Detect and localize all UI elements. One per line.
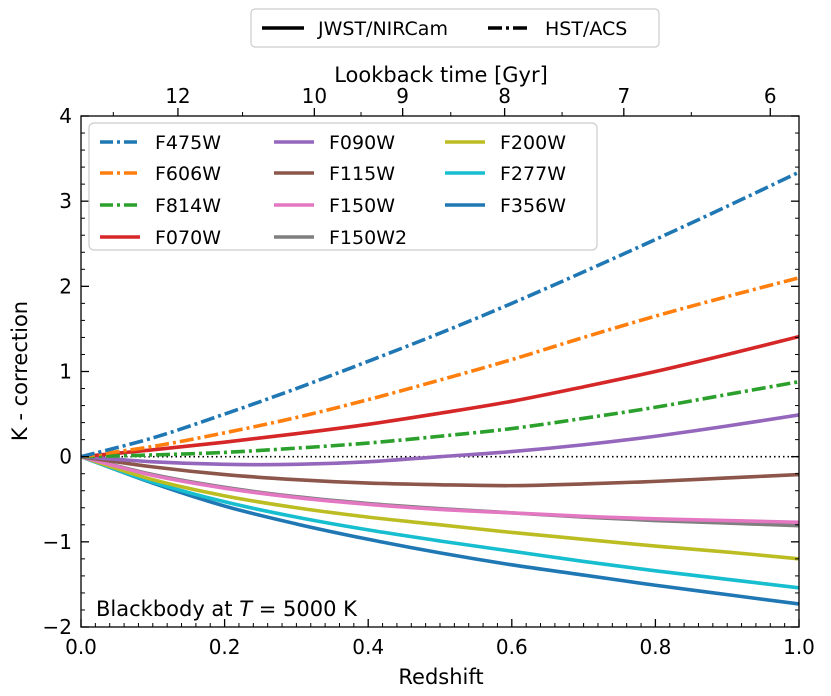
series-line-f090w (81, 413, 799, 467)
legend-label-f277w: F277W (500, 163, 566, 185)
legend-label-f090w: F090W (329, 132, 395, 154)
legend-label-f115w: F115W (329, 163, 395, 185)
legend-label-f150w2: F150W2 (329, 227, 407, 249)
x-axis-label: Redshift (398, 665, 483, 689)
annotation-symbol: T (239, 597, 254, 621)
series-line-f814w (81, 379, 799, 459)
blackbody-annotation: Blackbody at T = 5000 K (96, 597, 358, 621)
annotation-suffix: = 5000 K (252, 597, 358, 621)
series-line-f150w (81, 454, 799, 525)
y-tick-label: −2 (43, 615, 72, 639)
top-tick-label: 12 (165, 84, 190, 108)
style-legend-hst-label: HST/ACS (545, 18, 627, 40)
y-tick-label: 0 (59, 445, 72, 469)
series-line-f200w (81, 454, 799, 561)
style-legend: JWST/NIRCam HST/ACS (250, 8, 660, 48)
x-tick-label: 0.0 (65, 635, 97, 659)
legend-label-f606w: F606W (155, 163, 221, 185)
legend-label-f070w: F070W (155, 227, 221, 249)
x-tick-label: 1.0 (783, 635, 815, 659)
legend-label-f150w: F150W (329, 195, 395, 217)
series-lines (81, 170, 799, 606)
legend-label-f814w: F814W (155, 195, 221, 217)
y-tick-label: 3 (59, 189, 72, 213)
x-tick-label: 0.4 (352, 635, 384, 659)
top-axis-ticks: 12 10 9 8 7 6 (112, 84, 777, 116)
series-line-f475w (81, 170, 799, 459)
annotation-prefix: Blackbody at (96, 597, 239, 621)
y-tick-label: 1 (59, 360, 72, 384)
legend-label-f200w: F200W (500, 132, 566, 154)
top-axis-label: Lookback time [Gyr] (334, 63, 548, 87)
top-tick-label: 7 (617, 84, 630, 108)
style-legend-jwst-label: JWST/NIRCam (317, 18, 448, 40)
legend-label-f356w: F356W (500, 195, 566, 217)
style-legend-frame (250, 8, 660, 48)
top-tick-label: 9 (396, 84, 409, 108)
x-tick-label: 0.2 (209, 635, 241, 659)
series-line-f070w (81, 334, 799, 459)
legend-label-f475w: F475W (155, 132, 221, 154)
series-legend-frame (88, 122, 598, 251)
x-axis-ticks: 0.0 0.2 0.4 0.6 0.8 1.0 (65, 619, 815, 659)
series-line-f277w (81, 454, 799, 590)
top-tick-label: 8 (498, 84, 511, 108)
series-line-f356w (81, 454, 799, 606)
y-tick-label: 2 (59, 274, 72, 298)
y-axis-label: K - correction (8, 301, 32, 441)
y-tick-label: −1 (43, 530, 72, 554)
plot-frame (80, 115, 800, 628)
series-line-f115w (81, 454, 799, 488)
series-legend: F475W F606W F814W F070W F090W F115W F150W F150W… (88, 122, 598, 251)
x-tick-label: 0.8 (639, 635, 671, 659)
x-tick-label: 0.6 (496, 635, 528, 659)
y-tick-label: 4 (59, 104, 72, 128)
top-tick-label: 10 (302, 84, 327, 108)
top-tick-label: 6 (764, 84, 777, 108)
